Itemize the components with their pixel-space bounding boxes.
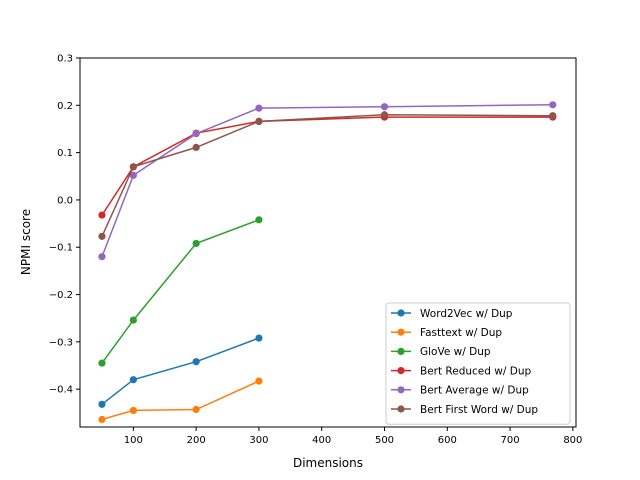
legend-item: Fasttext w/ Dup — [391, 327, 502, 339]
legend-swatch-marker — [397, 309, 405, 317]
x-axis: 100 200 300 400 500 600 700 800 — [124, 427, 582, 446]
data-point — [380, 103, 389, 111]
legend-label: GloVe w/ Dup — [420, 346, 491, 358]
series-bert-average-w-dup — [98, 101, 557, 261]
series-line — [101, 380, 260, 421]
y-tick-label: 0.2 — [57, 101, 73, 112]
x-tick-label: 500 — [375, 435, 394, 446]
legend-item: Word2Vec w/ Dup — [391, 308, 513, 320]
data-point — [192, 239, 200, 248]
data-point — [380, 111, 389, 119]
legend: Word2Vec w/ Dup Fasttext w/ Dup GloVe w/ D… — [385, 302, 571, 425]
data-point — [255, 334, 263, 342]
data-point — [129, 163, 137, 171]
x-tick-label: 600 — [438, 435, 457, 446]
legend-swatch-marker — [397, 347, 405, 355]
legend-item: GloVe w/ Dup — [391, 346, 491, 358]
series-glove-w-dup — [98, 216, 263, 367]
y-tick-label: −0.1 — [49, 243, 73, 254]
data-point — [129, 376, 137, 384]
x-tick-label: 400 — [312, 435, 331, 446]
y-tick-label: −0.3 — [49, 337, 73, 348]
y-tick-label: 0.0 — [57, 195, 73, 206]
legend-item: Bert First Word w/ Dup — [391, 404, 538, 416]
series-word2vec-w-dup — [98, 334, 263, 408]
x-tick-label: 300 — [249, 435, 268, 446]
data-point — [98, 253, 106, 261]
data-point — [129, 406, 137, 415]
legend-item: Bert Reduced w/ Dup — [391, 365, 531, 377]
legend-swatch-marker — [397, 386, 405, 394]
legend-label: Bert First Word w/ Dup — [420, 404, 538, 416]
x-tick-label: 700 — [501, 435, 520, 446]
series-fasttext-w-dup — [98, 377, 263, 424]
series-layer — [98, 101, 557, 424]
x-tick-label: 100 — [124, 435, 143, 446]
data-point — [255, 216, 263, 224]
y-tick-label: 0.3 — [57, 54, 73, 65]
data-point — [129, 171, 137, 179]
data-point — [98, 211, 106, 219]
data-point — [192, 405, 200, 414]
legend-label: Bert Reduced w/ Dup — [420, 365, 531, 377]
legend-item: Bert Average w/ Dup — [391, 385, 529, 397]
data-point — [192, 130, 200, 138]
legend-frame — [385, 302, 571, 425]
x-axis-title: Dimensions — [293, 456, 363, 470]
series-line — [101, 116, 553, 216]
legend-swatch-marker — [397, 367, 405, 375]
legend-label: Bert Average w/ Dup — [420, 385, 529, 397]
data-point — [98, 415, 106, 424]
legend-swatch-marker — [397, 328, 405, 336]
legend-swatch-marker — [397, 405, 405, 413]
data-point — [129, 316, 137, 324]
data-point — [192, 143, 200, 152]
y-axis-title: NPMI score — [19, 209, 33, 275]
data-point — [255, 377, 263, 385]
data-point — [549, 101, 557, 109]
series-line — [101, 219, 260, 364]
data-point — [255, 104, 263, 112]
data-point — [98, 400, 106, 408]
legend-label: Fasttext w/ Dup — [420, 327, 502, 339]
legend-label: Word2Vec w/ Dup — [420, 308, 513, 320]
y-tick-label: −0.2 — [49, 290, 73, 301]
plot-frame — [79, 57, 577, 428]
data-point — [255, 117, 263, 125]
y-tick-label: −0.4 — [49, 385, 73, 396]
series-line — [101, 114, 553, 237]
data-point — [98, 359, 106, 367]
series-line — [101, 104, 553, 257]
y-axis: 0.3 0.2 0.1 0.0 −0.1 −0.2 −0.3 −0.4 — [49, 54, 80, 396]
data-point — [549, 112, 557, 120]
x-tick-label: 200 — [187, 435, 206, 446]
y-tick-label: 0.1 — [57, 148, 73, 159]
data-point — [192, 358, 200, 366]
series-line — [101, 337, 260, 405]
x-tick-label: 800 — [563, 435, 582, 446]
data-point — [98, 232, 106, 240]
series-bert-first-word-w-dup — [98, 111, 557, 240]
